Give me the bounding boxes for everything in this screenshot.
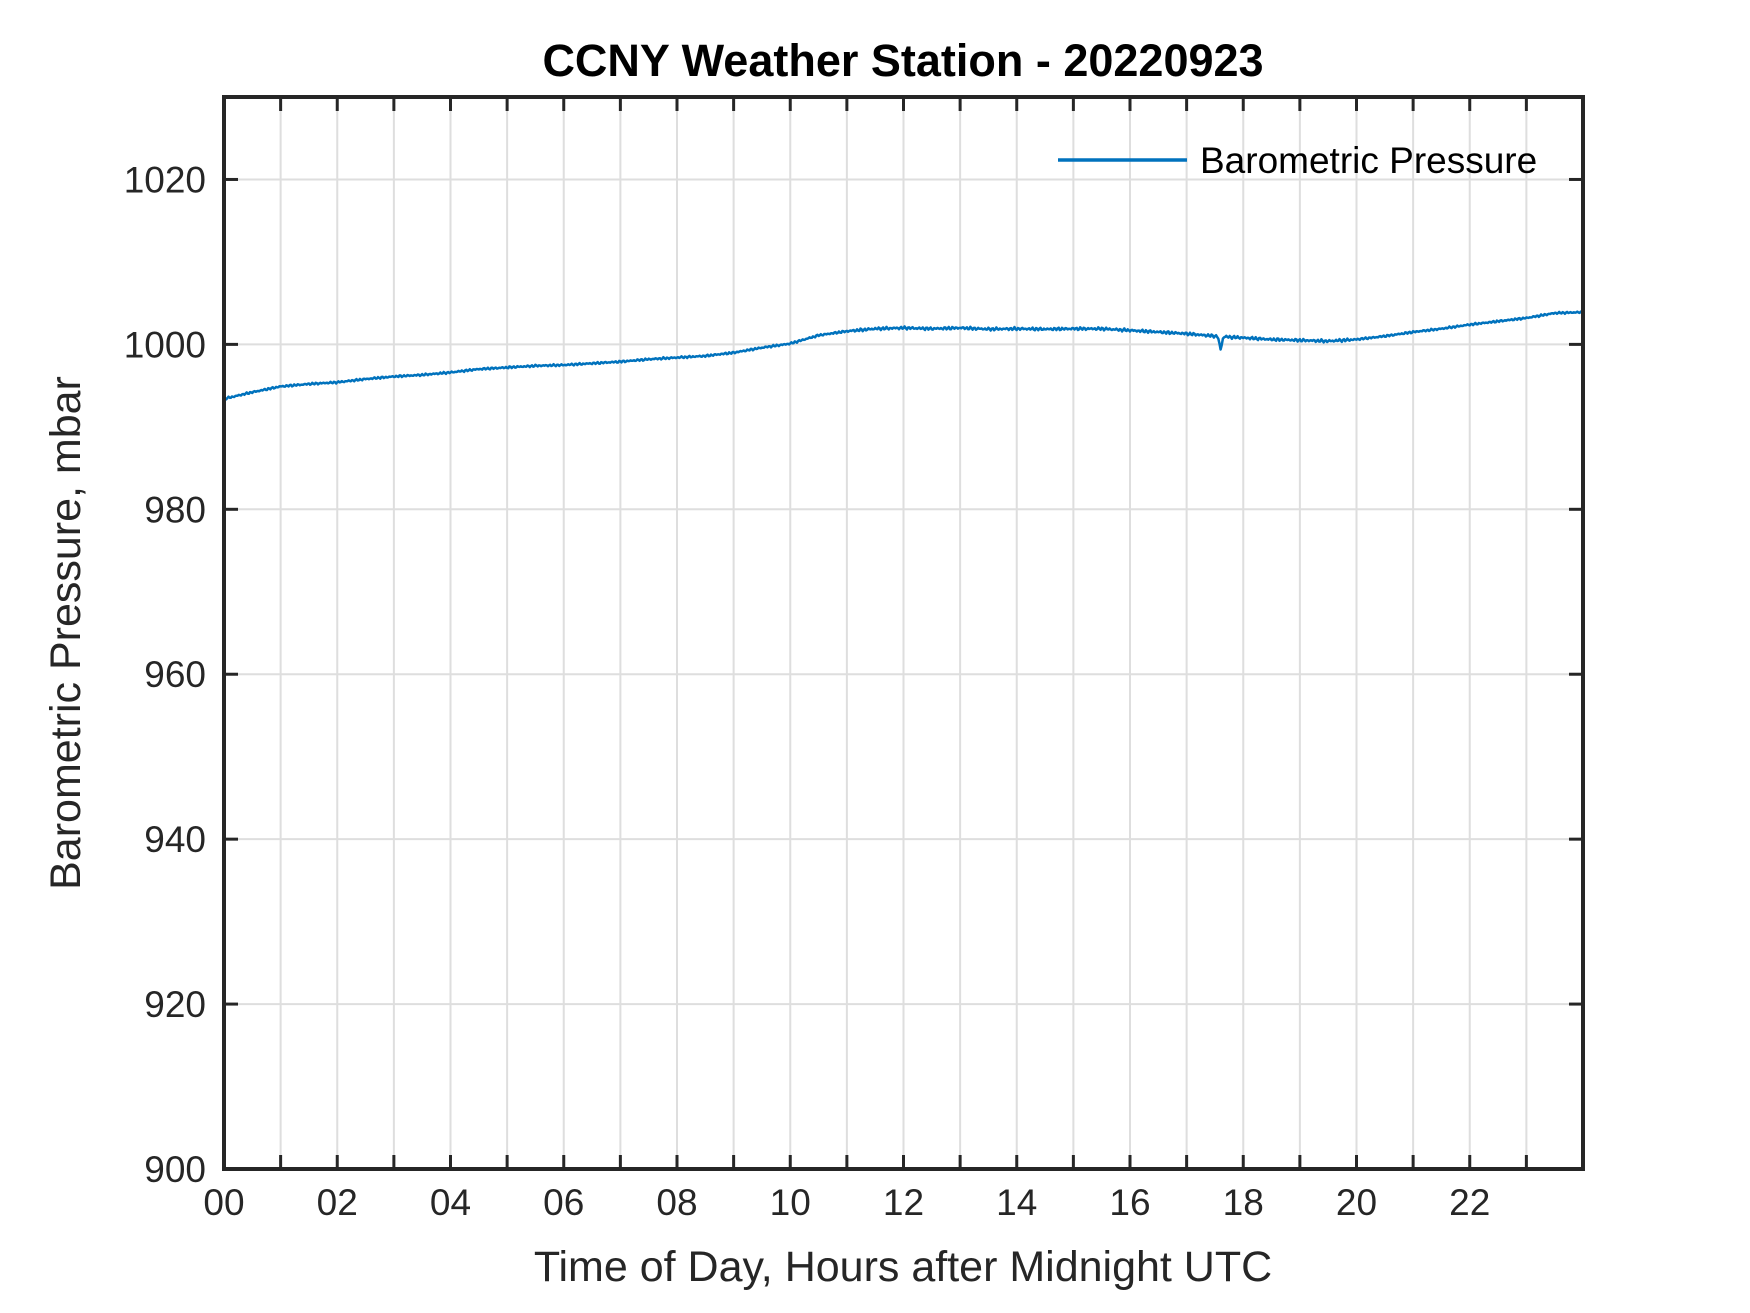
legend: Barometric Pressure <box>1058 140 1537 181</box>
y-tick-label: 1000 <box>124 324 206 365</box>
chart-title: CCNY Weather Station - 20220923 <box>542 35 1263 86</box>
x-tick-label: 04 <box>430 1182 471 1223</box>
x-tick-label: 00 <box>203 1182 244 1223</box>
y-tick-label: 920 <box>144 984 206 1025</box>
x-tick-label: 18 <box>1223 1182 1264 1223</box>
legend-label: Barometric Pressure <box>1200 140 1537 181</box>
barometric-pressure-line <box>222 310 1585 401</box>
x-tick-label: 22 <box>1449 1182 1490 1223</box>
y-tick-label: 980 <box>144 489 206 530</box>
x-tick-label: 06 <box>543 1182 584 1223</box>
x-tick-label: 14 <box>996 1182 1037 1223</box>
y-tick-label: 900 <box>144 1149 206 1190</box>
plot-border <box>222 95 1585 1171</box>
x-tick-label: 12 <box>883 1182 924 1223</box>
x-tick-label: 20 <box>1336 1182 1377 1223</box>
y-tick-label: 940 <box>144 819 206 860</box>
x-tick-labels: 00 02 04 06 08 10 12 14 16 18 20 22 <box>203 1182 1490 1223</box>
y-tick-label: 1020 <box>124 159 206 200</box>
x-tick-label: 10 <box>770 1182 811 1223</box>
grid-lines <box>224 97 1583 1169</box>
y-axis-label: Barometric Pressure, mbar <box>42 376 90 890</box>
x-tick-label: 02 <box>317 1182 358 1223</box>
y-tick-labels: 900 920 940 960 980 1000 1020 <box>124 159 206 1190</box>
x-axis-label: Time of Day, Hours after Midnight UTC <box>534 1243 1272 1291</box>
axis-tick-marks <box>222 97 1585 1171</box>
x-tick-label: 16 <box>1109 1182 1150 1223</box>
x-tick-label: 08 <box>656 1182 697 1223</box>
y-tick-label: 960 <box>144 654 206 695</box>
